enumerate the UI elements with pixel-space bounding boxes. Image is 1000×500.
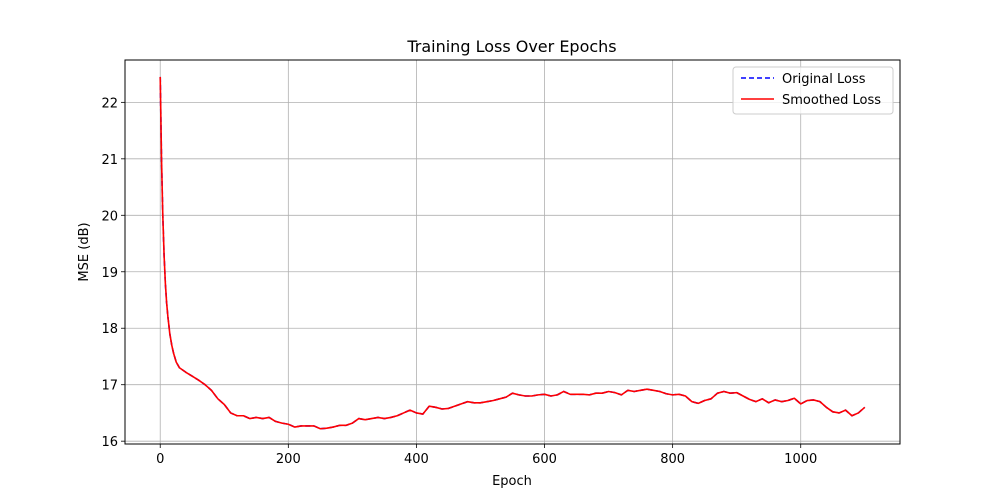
chart-title: Training Loss Over Epochs (406, 37, 616, 56)
x-tick-label: 0 (156, 452, 164, 467)
x-tick-label: 1000 (784, 452, 817, 467)
y-tick-label: 20 (101, 209, 118, 224)
y-tick-label: 22 (101, 96, 118, 111)
legend: Original Loss Smoothed Loss (732, 66, 894, 115)
y-axis-label: MSE (dB) (77, 222, 92, 281)
y-tick-label: 18 (101, 322, 118, 337)
y-tick-label: 16 (101, 435, 118, 450)
y-tick-label: 21 (101, 153, 118, 168)
x-tick-label: 200 (276, 452, 301, 467)
y-tick-label: 17 (101, 379, 118, 394)
x-axis-label: Epoch (492, 474, 532, 489)
y-axis-ticks: 16 17 18 19 20 21 22 (101, 96, 125, 450)
x-tick-label: 800 (660, 452, 685, 467)
grid (125, 60, 900, 444)
legend-label-smoothed-loss: Smoothed Loss (782, 93, 881, 108)
y-tick-label: 19 (101, 266, 118, 281)
series-lines (159, 76, 866, 430)
legend-label-original-loss: Original Loss (782, 72, 866, 87)
x-axis-ticks: 0 200 400 600 800 1000 (156, 444, 817, 467)
series-line-original-loss (159, 76, 866, 430)
plot-area-frame (124, 59, 901, 445)
x-tick-label: 600 (532, 452, 557, 467)
x-tick-label: 400 (404, 452, 429, 467)
series-line-smoothed-loss (159, 76, 866, 430)
